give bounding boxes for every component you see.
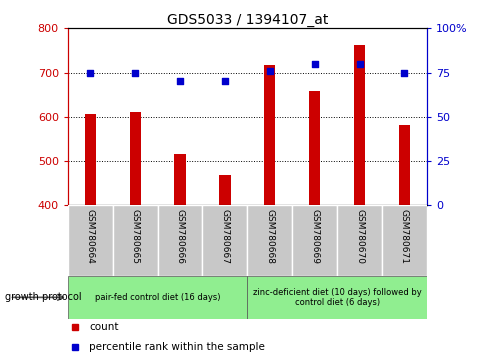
Text: GSM780664: GSM780664 — [86, 209, 95, 264]
Point — [265, 68, 273, 74]
Point — [131, 70, 139, 75]
Point — [86, 70, 94, 75]
Bar — [68, 276, 247, 319]
Text: GSM780671: GSM780671 — [399, 209, 408, 264]
Bar — [308, 91, 319, 205]
Bar — [398, 125, 409, 205]
Text: count: count — [89, 322, 119, 332]
Bar — [353, 45, 364, 205]
Text: growth protocol: growth protocol — [5, 292, 81, 302]
Point — [176, 79, 183, 84]
Text: percentile rank within the sample: percentile rank within the sample — [89, 342, 265, 352]
Bar — [291, 205, 336, 276]
Point — [310, 61, 318, 67]
Text: pair-fed control diet (16 days): pair-fed control diet (16 days) — [95, 293, 220, 302]
Bar — [247, 276, 426, 319]
Bar — [202, 205, 247, 276]
Bar — [112, 205, 157, 276]
Point — [221, 79, 228, 84]
Bar — [264, 65, 275, 205]
Text: zinc-deficient diet (10 days) followed by
control diet (6 days): zinc-deficient diet (10 days) followed b… — [252, 288, 421, 307]
Text: GSM780667: GSM780667 — [220, 209, 229, 264]
Bar — [219, 175, 230, 205]
Text: GSM780665: GSM780665 — [130, 209, 139, 264]
Bar — [157, 205, 202, 276]
Text: GSM780670: GSM780670 — [354, 209, 363, 264]
Bar — [68, 205, 112, 276]
Bar — [129, 112, 140, 205]
Bar — [336, 205, 381, 276]
Bar — [381, 205, 426, 276]
Point — [355, 61, 363, 67]
Text: GSM780668: GSM780668 — [265, 209, 274, 264]
Title: GDS5033 / 1394107_at: GDS5033 / 1394107_at — [166, 13, 327, 27]
Bar — [247, 205, 291, 276]
Text: GSM780666: GSM780666 — [175, 209, 184, 264]
Point — [400, 70, 408, 75]
Bar — [174, 154, 185, 205]
Text: GSM780669: GSM780669 — [309, 209, 318, 264]
Bar — [85, 114, 96, 205]
